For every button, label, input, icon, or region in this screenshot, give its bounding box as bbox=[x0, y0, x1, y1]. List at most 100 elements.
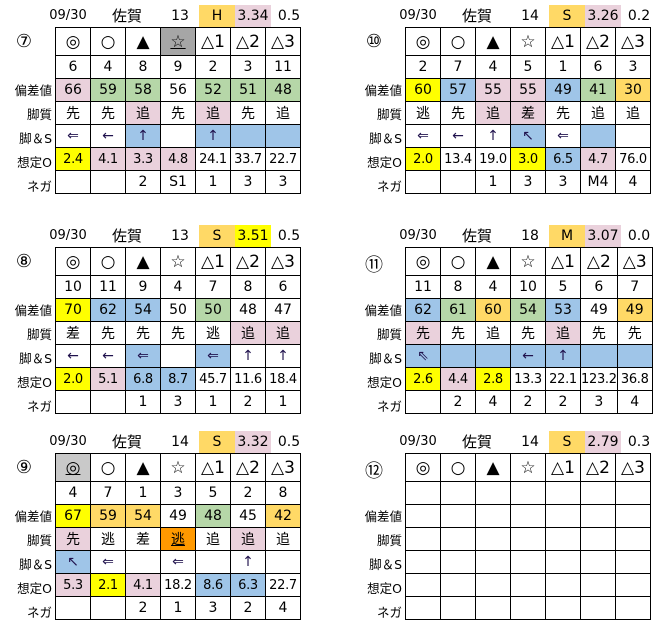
cell-value: △1 bbox=[551, 457, 575, 478]
cell: 9 bbox=[125, 275, 161, 299]
cell-value: 4 bbox=[278, 600, 288, 616]
cell-value: 59 bbox=[99, 82, 117, 98]
cell-value: 76.0 bbox=[619, 151, 647, 167]
race-grid: ◎ ○ ▲ ☆ △1 △2 △3 10 11 9 4 7 8 6 70 62 54 50 50 48 47 差先先先逃追追… bbox=[55, 247, 301, 414]
row-running-style: 差先先先逃追追 bbox=[55, 321, 301, 345]
cell bbox=[405, 573, 441, 597]
header-last: 0.5 bbox=[277, 8, 301, 24]
cell-value: 19.0 bbox=[479, 151, 507, 167]
cell bbox=[55, 390, 91, 414]
cell: ◎ bbox=[405, 27, 441, 56]
cell: 1 bbox=[160, 596, 196, 620]
cell: ↑ bbox=[475, 124, 511, 148]
cell: 4.1 bbox=[125, 573, 161, 597]
cell: 3 bbox=[615, 55, 651, 79]
row-label: ネガ bbox=[376, 605, 402, 620]
row-expected-odds bbox=[405, 573, 651, 597]
cell-value: 51 bbox=[239, 82, 257, 98]
header-date: 09/30 bbox=[399, 8, 437, 23]
cell-value: 先 bbox=[171, 106, 185, 122]
arrow-icon: ⇐ bbox=[137, 348, 149, 364]
cell-value: 10 bbox=[519, 279, 537, 295]
cell-value: ○ bbox=[450, 457, 466, 478]
cell-value: 2.6 bbox=[413, 371, 433, 387]
cell: 6 bbox=[580, 55, 616, 79]
cell-value: 逃 bbox=[171, 532, 185, 548]
cell: 2 bbox=[230, 481, 266, 505]
cell: 24.1 bbox=[195, 147, 231, 171]
cell: ⇐ bbox=[405, 124, 441, 148]
row-label: 想定O bbox=[367, 581, 402, 596]
header-index: 3.26 bbox=[585, 5, 621, 27]
cell: 追 bbox=[230, 527, 266, 551]
cell: 2.8 bbox=[475, 367, 511, 391]
cell: 4 bbox=[615, 170, 651, 194]
cell-value: 5 bbox=[523, 59, 533, 75]
cell-value: 3 bbox=[594, 394, 604, 410]
cell: 2.6 bbox=[405, 367, 441, 391]
cell: 54 bbox=[125, 298, 161, 322]
cell: ◎ bbox=[405, 247, 441, 276]
cell: △3 bbox=[615, 27, 651, 56]
header-last: 0.2 bbox=[627, 8, 651, 24]
cell bbox=[615, 573, 651, 597]
header-date: 09/30 bbox=[399, 434, 437, 449]
cell: 48 bbox=[195, 504, 231, 528]
row-label: 脚質 bbox=[376, 533, 402, 548]
cell-value: 4 bbox=[173, 279, 183, 295]
cell: 57 bbox=[440, 78, 476, 102]
cell: 2.0 bbox=[55, 367, 91, 391]
row-label: 偏差値 bbox=[14, 303, 52, 318]
cell: 4 bbox=[90, 55, 126, 79]
cell-value: 47 bbox=[274, 302, 292, 318]
cell-value: ◎ bbox=[415, 251, 431, 272]
cell: 11.6 bbox=[230, 367, 266, 391]
cell: △1 bbox=[195, 453, 231, 482]
row-label: 脚＆S bbox=[369, 131, 402, 146]
row-horse-numbers: 10 11 9 4 7 8 6 bbox=[55, 275, 301, 299]
arrow-icon: ← bbox=[67, 348, 79, 364]
cell: 8 bbox=[125, 55, 161, 79]
cell: ← bbox=[90, 344, 126, 368]
cell-value: 22.1 bbox=[549, 371, 577, 387]
cell: ← bbox=[510, 344, 546, 368]
cell-value: 8 bbox=[243, 279, 253, 295]
row-expected-odds: 5.3 2.1 4.1 18.2 8.6 6.3 22.7 bbox=[55, 573, 301, 597]
cell bbox=[615, 124, 651, 148]
cell: 5 bbox=[545, 275, 581, 299]
cell-value: 59 bbox=[99, 508, 117, 524]
cell-value: 5.1 bbox=[98, 371, 118, 387]
cell-value: 4.1 bbox=[98, 151, 118, 167]
cell: ☆ bbox=[510, 27, 546, 56]
cell bbox=[580, 344, 618, 368]
race-table: 09/30 佐賀 13 H 3.34 0.5 ⑦ 偏差値 脚質 脚＆S 想定O ネガ ◎ ○ ▲ ☆ △1 △2 △… bbox=[0, 5, 310, 215]
cell-value: 2.1 bbox=[98, 577, 118, 593]
cell bbox=[405, 527, 441, 551]
cell: 8.7 bbox=[160, 367, 196, 391]
cell: △3 bbox=[265, 27, 301, 56]
row-label: 想定O bbox=[17, 155, 52, 170]
cell-value: △2 bbox=[586, 251, 611, 272]
cell: ▲ bbox=[125, 27, 161, 56]
cell: 50 bbox=[195, 298, 231, 322]
row-marks: ◎ ○ ▲ ☆ △1 △2 △3 bbox=[405, 453, 651, 482]
cell: 1 bbox=[475, 170, 511, 194]
race-table: 09/30 佐賀 14 S 3.32 0.5 ⑨ 偏差値 脚質 脚＆S 想定O ネガ ◎ ○ ▲ ☆ △1 △2 △… bbox=[0, 431, 310, 641]
cell-value: 2 bbox=[418, 59, 428, 75]
cell-value: 逃 bbox=[416, 106, 430, 122]
cell: ○ bbox=[440, 247, 476, 276]
cell bbox=[440, 527, 476, 551]
cell-value: 11 bbox=[414, 279, 432, 295]
cell-value: 4.7 bbox=[588, 151, 608, 167]
cell: 6 bbox=[265, 275, 301, 299]
cell: 123.2 bbox=[580, 367, 618, 391]
cell-value: 45.7 bbox=[199, 371, 227, 387]
header-count: 18 bbox=[521, 228, 539, 244]
cell bbox=[475, 481, 511, 505]
cell-value: 5 bbox=[558, 279, 568, 295]
row-pace-arrow: ↖ ⇐ ⇐ ↑ bbox=[55, 550, 301, 574]
cell-value: △3 bbox=[271, 457, 295, 478]
cell-value: 61 bbox=[449, 302, 467, 318]
cell: 先 bbox=[55, 527, 91, 551]
cell-value: ◎ bbox=[415, 457, 431, 478]
